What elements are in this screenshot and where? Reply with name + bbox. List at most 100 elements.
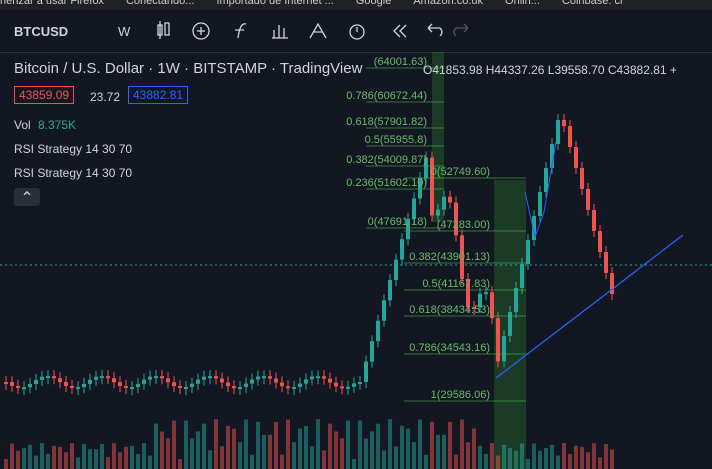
bookmark[interactable]: nenzar a usar Firefox <box>0 0 104 7</box>
volume-bar <box>424 454 428 469</box>
candle <box>88 379 92 384</box>
candle <box>244 383 248 387</box>
volume-bar <box>520 443 524 469</box>
bookmark[interactable]: Google <box>355 0 392 7</box>
candle <box>370 341 374 362</box>
candle <box>382 300 386 321</box>
candle <box>328 378 332 383</box>
volume-bar <box>316 419 320 469</box>
volume-bar <box>448 421 452 469</box>
candle <box>94 376 98 380</box>
candle <box>550 144 554 168</box>
candle <box>586 189 590 210</box>
fib-zone <box>432 52 444 222</box>
volume-bar <box>304 425 308 469</box>
volume-bar <box>412 442 416 469</box>
volume-bar <box>286 419 290 469</box>
volume-bar <box>16 450 20 469</box>
volume-bar <box>232 428 236 469</box>
volume-bar <box>346 420 350 469</box>
volume-bar <box>364 438 368 469</box>
fib-label: 0.236(51602.10) <box>346 177 427 189</box>
interval[interactable]: W <box>118 24 131 39</box>
candle <box>154 376 158 379</box>
indicator[interactable]: RSI Strategy 14 30 70 <box>14 166 133 180</box>
collapse-button[interactable]: ⌃ <box>14 188 40 207</box>
bookmark[interactable]: Onlin... <box>505 0 540 7</box>
candle <box>526 240 530 264</box>
trend-line <box>524 141 557 239</box>
indicator[interactable]: RSI Strategy 14 30 70 <box>14 142 133 156</box>
candle <box>436 209 440 216</box>
fib-label: 0.786(60672.44) <box>346 90 427 102</box>
bookmark[interactable]: Amazon.co.uk <box>413 0 484 7</box>
candle <box>400 239 404 260</box>
bookmark[interactable]: Importado de Internet ... <box>216 0 334 7</box>
volume-bar <box>208 450 212 469</box>
volume-bar <box>220 446 224 469</box>
volume-bar <box>172 420 176 469</box>
bid-price[interactable]: 43859.09 <box>14 86 75 104</box>
volume-bar <box>568 453 572 469</box>
ask-price[interactable]: 43882.81 <box>128 86 189 104</box>
symbol[interactable]: BTCUSD <box>14 24 69 39</box>
volume-bar <box>334 431 338 469</box>
volume-bar <box>352 458 356 469</box>
volume-bar <box>466 442 470 469</box>
volume-bar <box>580 446 584 469</box>
toolbar-icons[interactable] <box>150 18 480 44</box>
candle <box>196 379 200 384</box>
candle <box>316 376 320 379</box>
volume-bar <box>106 457 110 469</box>
fib-label: 0(52749.60) <box>431 166 490 178</box>
volume-bar <box>556 455 560 469</box>
candle <box>448 196 452 203</box>
volume-bar <box>508 448 512 469</box>
candle <box>286 386 290 389</box>
candle <box>124 386 128 389</box>
volume-bar <box>562 443 566 469</box>
candle <box>100 376 104 379</box>
vol-value: 8.375K <box>38 118 77 132</box>
price-chart: (64001.63) 0.786(60672.44) 0.618(57901.82)… <box>0 52 712 469</box>
volume-bar <box>394 446 398 469</box>
volume-bar <box>76 457 80 469</box>
volume-bar <box>250 454 254 469</box>
volume-bar <box>46 453 50 469</box>
candle <box>250 379 254 384</box>
candle <box>10 382 14 386</box>
bookmark[interactable]: Conectando... <box>125 0 195 7</box>
spread: 23.72 <box>90 90 121 104</box>
volume-bar <box>418 419 422 469</box>
candle <box>220 378 224 383</box>
volume-bar <box>484 453 488 469</box>
candle <box>592 210 596 231</box>
candle <box>148 376 152 380</box>
candle <box>70 385 74 388</box>
volume-bar <box>196 431 200 469</box>
volume-bar <box>502 444 506 469</box>
volume-bar <box>214 419 218 469</box>
candle <box>184 387 188 390</box>
volume-bar <box>574 445 578 469</box>
candle <box>298 383 302 387</box>
candle <box>262 376 266 379</box>
candle <box>256 376 260 380</box>
candle <box>388 280 392 301</box>
candle <box>496 318 500 362</box>
candle <box>304 379 308 384</box>
volume-bar <box>430 421 434 469</box>
candle <box>394 259 398 280</box>
bookmark[interactable]: Coinbase: cr <box>561 0 624 7</box>
volume-bar <box>586 452 590 469</box>
volume-bar <box>22 447 26 469</box>
candle <box>604 252 608 273</box>
candle <box>442 196 446 210</box>
candle <box>238 386 242 389</box>
volume-bar <box>604 444 608 469</box>
candle <box>52 376 56 379</box>
candle <box>538 192 542 216</box>
candle <box>322 376 326 379</box>
volume-bar <box>262 434 266 469</box>
candle <box>46 376 50 379</box>
